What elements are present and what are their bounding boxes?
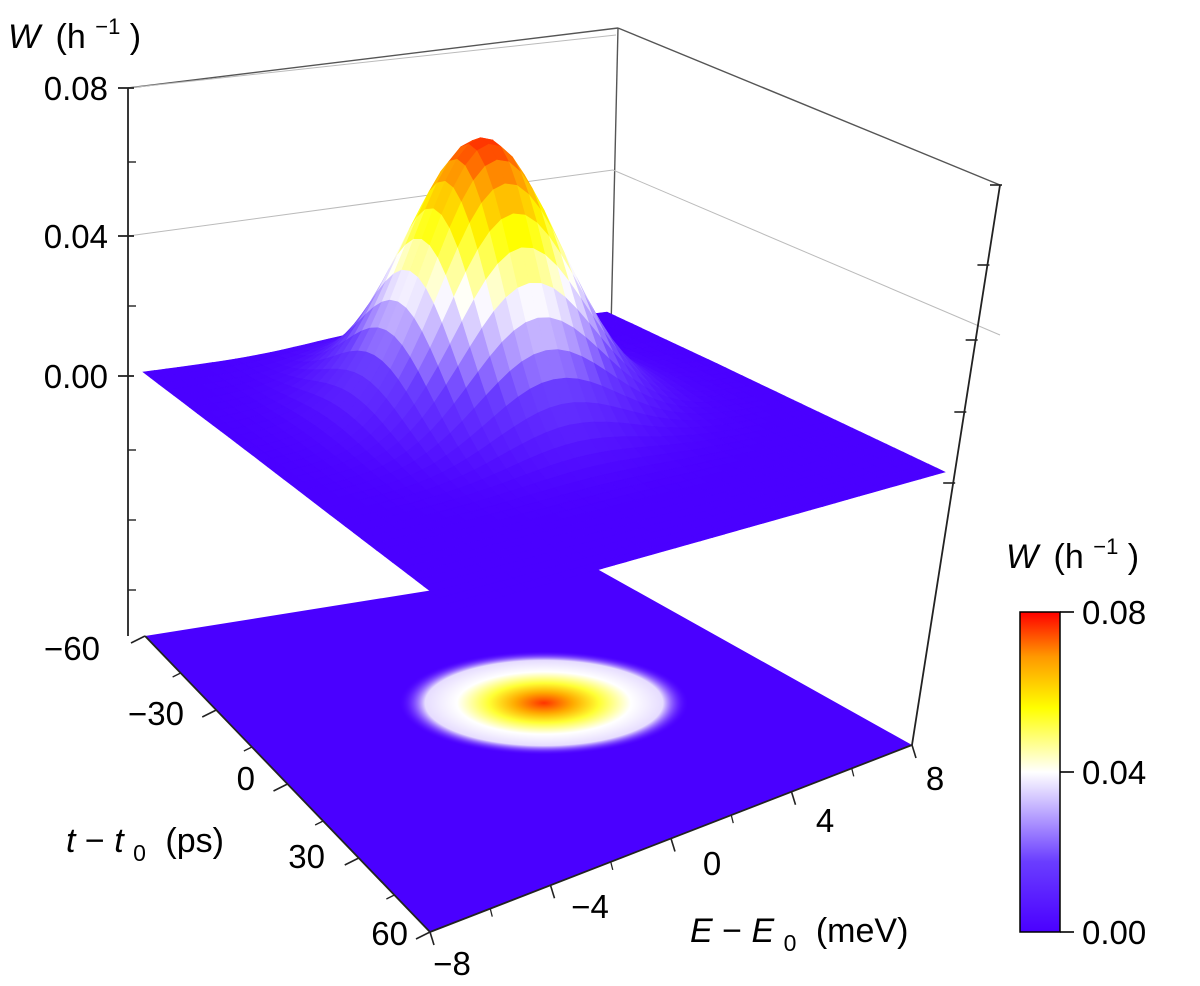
t-axis-tick-label: −60 [44, 630, 100, 667]
surface-cell [446, 600, 468, 611]
t-axis-tick [344, 857, 360, 866]
e-axis-tick-label: −8 [433, 945, 471, 982]
colorbar-ticks: 0.08 0.04 0.00 [1060, 594, 1146, 951]
e-axis-tick [790, 791, 797, 805]
colorbar-tick-label: 0.08 [1082, 594, 1146, 631]
e-axis-title-var2: E [751, 912, 774, 950]
z-axis-title-close: ) [130, 18, 141, 56]
z-axis-tick-label: 0.00 [44, 358, 108, 395]
t-axis-tick-label: 60 [371, 915, 408, 952]
e-axis-title: E − E 0 (meV) [690, 912, 908, 959]
e-axis-minor-tick [610, 861, 614, 871]
t-axis-tick [273, 783, 288, 792]
colorbar-tick-label: 0.04 [1082, 754, 1146, 791]
colorbar-tick-label: 0.00 [1082, 914, 1146, 951]
t-axis-tick-label: 0 [237, 760, 255, 797]
e-axis-minor-tick [489, 908, 493, 917]
t-axis-minor-tick [386, 894, 395, 900]
z-axis: 0.08 0.04 0.00 [44, 70, 136, 636]
z-axis-tick-label: 0.08 [44, 70, 108, 107]
t-axis-tick [130, 635, 146, 644]
t-axis-minor-tick [314, 820, 324, 826]
e-axis-title-unit: (meV) [816, 912, 909, 950]
gridline-z-0-08-left [127, 34, 617, 89]
colorbar-title-unit: (h [1054, 538, 1084, 576]
floor-projection-peak-blob [399, 651, 689, 755]
e-axis: −8 −4 0 4 8 [429, 744, 944, 982]
colorbar-title: W (h −1 ) [1006, 524, 1139, 576]
t-axis: −60 −30 0 30 60 [44, 630, 431, 952]
e-axis-tick-label: 4 [816, 802, 834, 839]
e-axis-title-sep: − [722, 912, 742, 950]
e-axis-title-sub: 0 [784, 930, 797, 956]
e-axis-tick-label: −4 [571, 888, 609, 925]
t-axis-title-var: t [66, 822, 77, 860]
z-axis-title-unit: (h [56, 18, 86, 56]
e-axis-title-var: E [690, 912, 713, 950]
t-axis-tick [415, 931, 431, 940]
e-axis-tick [429, 931, 435, 946]
t-axis-tick-label: 30 [288, 838, 325, 875]
z-axis-title-exp: −1 [95, 14, 120, 39]
t-axis-title-var2: t [114, 822, 125, 860]
back-wall-gridlines [127, 34, 1001, 336]
gridline-z-0-04-left [127, 169, 614, 237]
t-axis-title-sep: − [85, 822, 105, 860]
t-axis-minor-tick [172, 672, 181, 678]
e-axis-tick [670, 838, 676, 852]
z-axis-tick-label: 0.04 [44, 218, 108, 255]
back-wall-left-top-edge [127, 27, 619, 89]
t-axis-title-unit: (ps) [165, 822, 224, 860]
e-axis-minor-tick [851, 768, 855, 777]
e-axis-tick-label: 8 [926, 760, 944, 797]
e-axis-minor-tick [730, 814, 734, 824]
colorbar-title-var: W [1006, 538, 1041, 576]
colorbar-gradient [1019, 611, 1061, 933]
t-axis-title-sub: 0 [133, 840, 146, 866]
colorbar-title-exp: −1 [1093, 534, 1118, 559]
colorbar-title-close: ) [1128, 538, 1139, 576]
t-axis-minor-tick [243, 746, 253, 752]
e-axis-tick [911, 744, 917, 759]
right-axis-line [911, 184, 1001, 746]
z-axis-title: W (h −1 ) [8, 4, 141, 56]
t-axis-title: t − t 0 (ps) [66, 822, 224, 869]
t-axis-tick [201, 709, 217, 718]
colorbar: W (h −1 ) 0.08 0.04 0.00 [1006, 524, 1146, 951]
t-axis-tick-label: −30 [128, 695, 184, 732]
back-wall-right-top-edge [617, 27, 1001, 186]
z-axis-title-var: W [8, 18, 43, 56]
surface-mesh [142, 137, 946, 611]
right-vertical-axis [911, 184, 1002, 746]
gridline-z-0-04-right [612, 169, 1001, 336]
e-axis-tick-label: 0 [703, 845, 721, 882]
e-axis-tick [549, 885, 556, 899]
